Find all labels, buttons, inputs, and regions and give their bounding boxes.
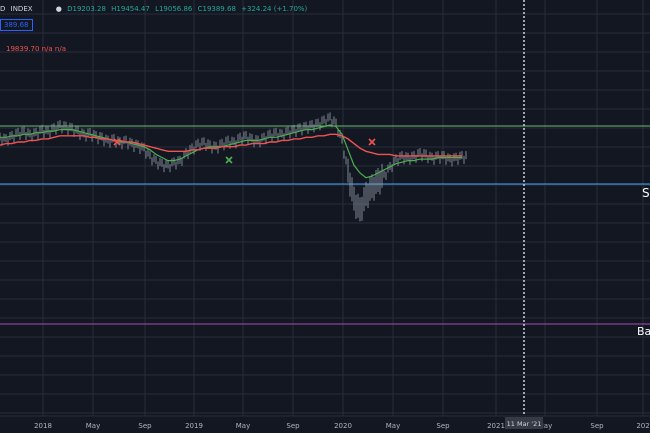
x-tick-label: 2021 bbox=[487, 422, 505, 430]
price-badge[interactable]: 389.68 bbox=[0, 19, 33, 31]
ma-legend: 19839.70 n/a n/a bbox=[6, 45, 67, 53]
x-tick-label: Sep bbox=[436, 422, 450, 430]
x-tick-label: May bbox=[538, 422, 552, 430]
x-tick-label: Sep bbox=[286, 422, 300, 430]
crosshair-label: 11 Mar '21 bbox=[507, 420, 542, 428]
cross-marker bbox=[113, 138, 121, 146]
x-tick-label: May bbox=[386, 422, 400, 430]
ohlc-header: D INDEX ● D19203.28 H19454.47 L19056.86 … bbox=[0, 5, 310, 13]
dot-icon: ● bbox=[55, 5, 62, 13]
x-tick-label: Sep bbox=[590, 422, 604, 430]
x-tick-label: 2018 bbox=[34, 422, 52, 430]
x-tick-label: 2020 bbox=[334, 422, 352, 430]
grid bbox=[0, 0, 650, 416]
open-value: D19203.28 bbox=[67, 5, 106, 13]
price-bars bbox=[0, 112, 467, 222]
x-axis: 2018 May Sep 2019 May Sep 2020 May Sep 2021 May Sep… bbox=[0, 415, 650, 430]
crosshair: 11 Mar '21 bbox=[505, 0, 543, 429]
x-tick-label: May bbox=[86, 422, 100, 430]
low-value: L19056.86 bbox=[155, 5, 193, 13]
symbol-suffix: D bbox=[0, 5, 6, 13]
support-label: S bbox=[642, 186, 650, 200]
bottom-label: Ba bbox=[637, 325, 650, 338]
cross-marker bbox=[368, 138, 376, 146]
high-value: H19454.47 bbox=[111, 5, 150, 13]
x-tick-label: Sep bbox=[138, 422, 152, 430]
close-value: C19389.68 bbox=[197, 5, 236, 13]
index-label: INDEX bbox=[10, 5, 33, 13]
series-lines bbox=[0, 124, 462, 179]
x-tick-label: May bbox=[236, 422, 250, 430]
series-line-slow-ma bbox=[0, 133, 462, 157]
change-value: +324.24 (+1.70%) bbox=[241, 5, 308, 13]
horizontal-levels bbox=[0, 125, 650, 325]
series-line-fast-ma bbox=[0, 124, 462, 179]
x-tick-label: 202 bbox=[636, 422, 649, 430]
x-tick-label: 2019 bbox=[185, 422, 203, 430]
cross-marker bbox=[225, 156, 233, 164]
crosshair-label-box bbox=[505, 417, 543, 429]
